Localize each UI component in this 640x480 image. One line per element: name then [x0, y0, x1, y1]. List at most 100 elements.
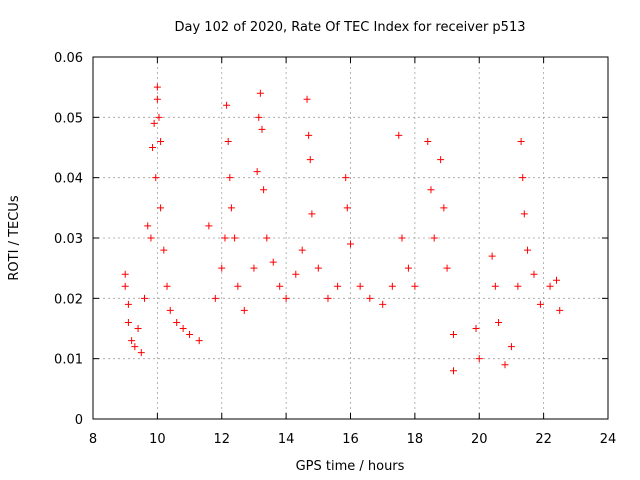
- data-point: [306, 156, 314, 164]
- data-point: [153, 83, 161, 91]
- data-point: [166, 306, 174, 314]
- data-point: [519, 174, 527, 182]
- data-point: [314, 264, 322, 272]
- data-point: [121, 270, 129, 278]
- data-point: [443, 264, 451, 272]
- data-point: [211, 294, 219, 302]
- data-point: [153, 95, 161, 103]
- data-point: [256, 89, 264, 97]
- x-tick-label: 8: [89, 432, 97, 447]
- data-point: [530, 270, 538, 278]
- data-point: [150, 119, 158, 127]
- data-point: [250, 264, 258, 272]
- grid-lines: [93, 57, 608, 419]
- data-point: [556, 306, 564, 314]
- data-point: [224, 137, 232, 145]
- x-axis-label: GPS time / hours: [296, 459, 405, 474]
- data-point: [427, 186, 435, 194]
- data-point: [356, 282, 364, 290]
- data-point: [424, 137, 432, 145]
- data-point: [366, 294, 374, 302]
- data-point: [334, 282, 342, 290]
- chart-title: Day 102 of 2020, Rate Of TEC Index for r…: [175, 20, 526, 35]
- data-point: [253, 168, 261, 176]
- axis-ticks: [92, 56, 609, 420]
- data-point: [404, 264, 412, 272]
- data-point: [398, 234, 406, 242]
- data-point: [149, 144, 157, 151]
- data-point: [450, 367, 457, 375]
- data-point: [437, 156, 445, 164]
- data-point: [141, 294, 148, 302]
- data-point: [260, 186, 268, 194]
- data-point: [472, 325, 480, 332]
- data-point: [144, 222, 152, 230]
- data-point: [495, 318, 503, 326]
- data-point: [163, 282, 171, 290]
- data-point: [234, 282, 242, 290]
- x-tick-label: 12: [213, 432, 230, 447]
- data-point: [343, 204, 351, 212]
- data-point: [152, 174, 160, 182]
- data-point: [221, 234, 229, 242]
- data-point: [157, 137, 165, 145]
- data-point: [124, 300, 132, 308]
- y-tick-label: 0.06: [54, 51, 83, 66]
- data-point: [308, 210, 316, 218]
- data-point: [517, 137, 525, 145]
- data-point: [514, 282, 522, 290]
- data-point: [255, 113, 263, 121]
- data-point: [131, 343, 139, 351]
- data-point: [342, 174, 350, 182]
- x-tick-label: 24: [600, 432, 617, 447]
- data-point: [227, 204, 235, 212]
- data-point: [160, 246, 168, 254]
- data-point: [411, 282, 419, 290]
- data-point: [324, 294, 332, 302]
- data-point: [475, 355, 483, 363]
- tick-labels: 8 10 12 14 16 18 20 22 24 0 0.01 0.02 0.03 0.04 0.05 0.…: [54, 51, 616, 447]
- data-point: [298, 246, 306, 254]
- data-point: [546, 282, 554, 290]
- data-point: [269, 258, 277, 266]
- x-tick-label: 20: [471, 432, 488, 447]
- y-tick-label: 0.02: [54, 292, 83, 307]
- data-point: [121, 282, 129, 290]
- data-point: [450, 331, 457, 339]
- data-point: [507, 343, 515, 351]
- data-point: [179, 325, 187, 332]
- data-point: [218, 264, 226, 272]
- y-tick-label: 0.03: [54, 232, 83, 247]
- x-tick-label: 14: [278, 432, 295, 447]
- y-tick-label: 0.05: [54, 111, 83, 126]
- data-points: [121, 83, 564, 375]
- data-point: [501, 361, 509, 369]
- data-point: [388, 282, 396, 290]
- data-point: [258, 125, 266, 133]
- data-point: [263, 234, 271, 242]
- data-point: [205, 222, 213, 230]
- data-point: [395, 131, 403, 139]
- data-point: [440, 204, 448, 212]
- data-point: [430, 234, 438, 242]
- x-tick-label: 22: [535, 432, 552, 447]
- data-point: [553, 276, 560, 284]
- data-point: [226, 174, 234, 182]
- data-point: [305, 131, 313, 139]
- data-point: [147, 234, 155, 242]
- data-point: [520, 210, 528, 218]
- data-point: [524, 246, 532, 254]
- y-tick-label: 0.04: [54, 172, 83, 187]
- data-point: [128, 337, 136, 345]
- data-point: [186, 331, 194, 339]
- data-point: [157, 204, 165, 212]
- data-point: [240, 306, 248, 314]
- data-point: [223, 101, 231, 109]
- data-point: [137, 349, 145, 357]
- data-point: [124, 318, 132, 326]
- y-tick-label: 0: [75, 413, 83, 428]
- x-tick-label: 16: [342, 432, 359, 447]
- data-point: [155, 113, 163, 121]
- y-tick-label: 0.01: [54, 353, 83, 368]
